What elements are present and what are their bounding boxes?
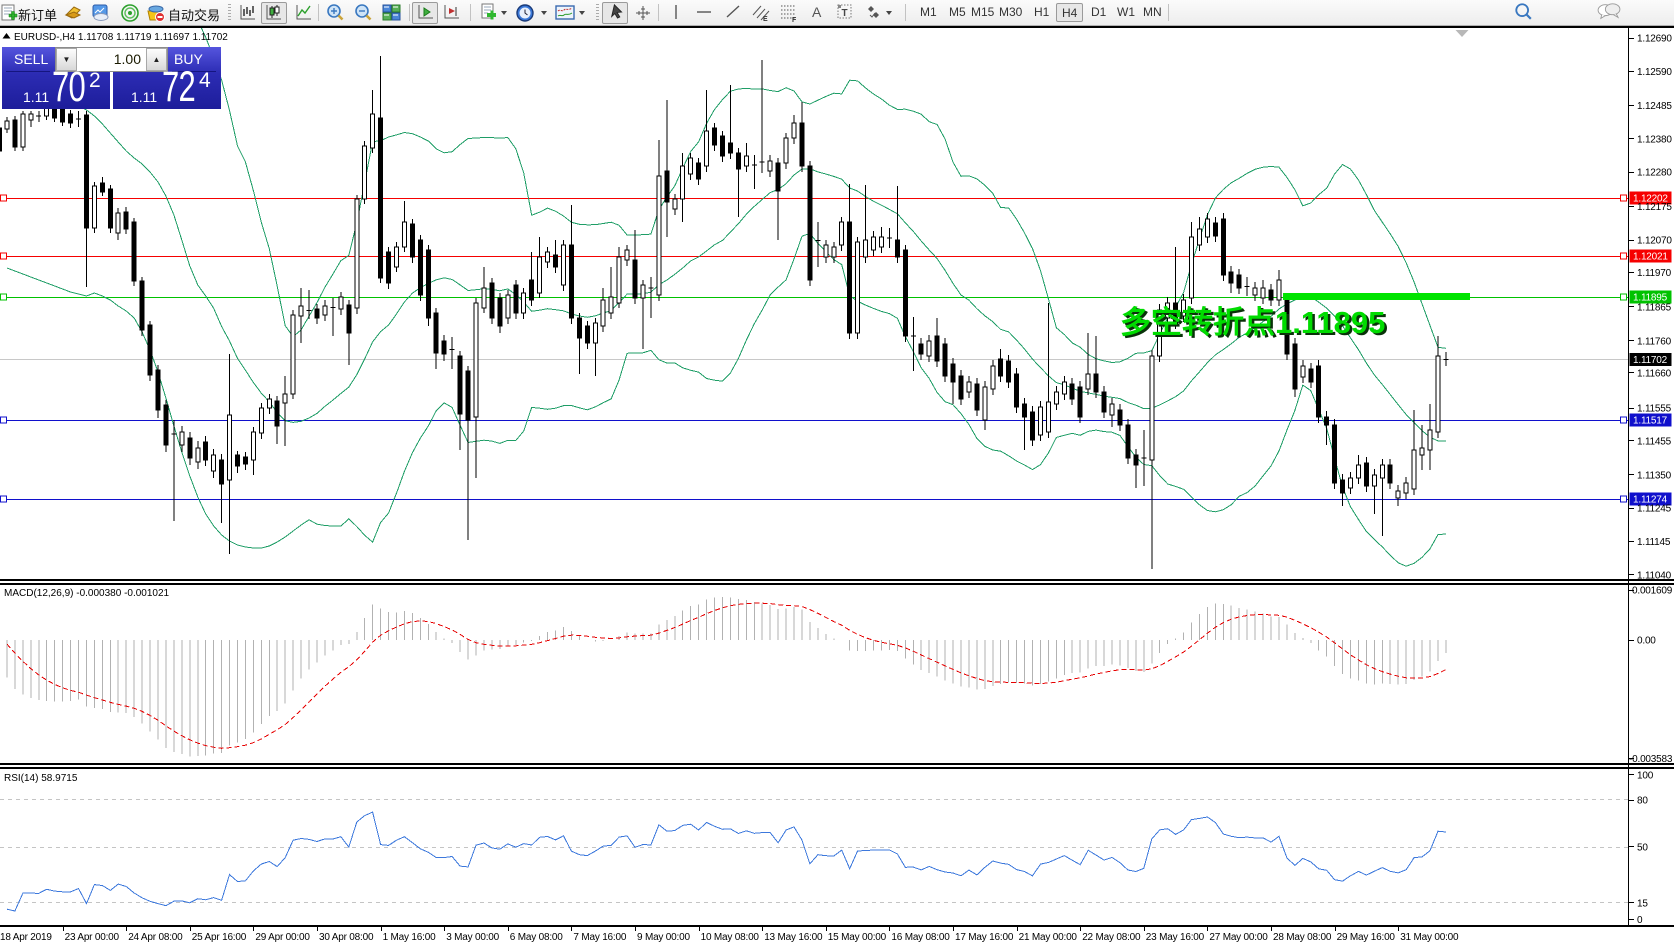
svg-text:多空转折点1.11895: 多空转折点1.11895	[1120, 305, 1385, 340]
svg-text:1 May 16:00: 1 May 16:00	[383, 932, 436, 943]
svg-text:T: T	[842, 8, 848, 19]
svg-text:23 May 16:00: 23 May 16:00	[1146, 932, 1205, 943]
svg-text:1.11145: 1.11145	[1637, 537, 1671, 548]
svg-text:80: 80	[1637, 796, 1648, 807]
svg-text:7 May 16:00: 7 May 16:00	[573, 932, 626, 943]
svg-text:25 Apr 16:00: 25 Apr 16:00	[192, 932, 247, 943]
svg-text:1.11865: 1.11865	[1637, 303, 1672, 314]
svg-text:9 May 00:00: 9 May 00:00	[637, 932, 690, 943]
svg-text:1.12280: 1.12280	[1637, 168, 1672, 179]
svg-text:1.11274: 1.11274	[1633, 495, 1668, 506]
svg-text:1.12690: 1.12690	[1637, 34, 1672, 45]
svg-text:31 May 00:00: 31 May 00:00	[1400, 932, 1459, 943]
svg-text:30 Apr 08:00: 30 Apr 08:00	[319, 932, 374, 943]
svg-text:15: 15	[1637, 899, 1648, 910]
svg-text:10 May 08:00: 10 May 08:00	[701, 932, 760, 943]
svg-text:1.12590: 1.12590	[1637, 67, 1672, 78]
svg-text:MACD(12,26,9) -0.000380 -0.001: MACD(12,26,9) -0.000380 -0.001021	[4, 588, 170, 599]
svg-text:13 May 16:00: 13 May 16:00	[764, 932, 823, 943]
svg-text:1.12021: 1.12021	[1633, 252, 1668, 263]
svg-text:1.11760: 1.11760	[1637, 337, 1672, 348]
svg-text:23 Apr 00:00: 23 Apr 00:00	[65, 932, 120, 943]
svg-text:1.11245: 1.11245	[1637, 504, 1672, 515]
svg-text:29 May 16:00: 29 May 16:00	[1337, 932, 1396, 943]
svg-text:15 May 00:00: 15 May 00:00	[828, 932, 887, 943]
svg-text:RSI(14) 58.9715: RSI(14) 58.9715	[4, 773, 78, 784]
svg-text:EURUSD-,H4 1.11708 1.11719 1.: EURUSD-,H4 1.11708 1.11719 1.11697 1.117…	[14, 32, 228, 43]
svg-text:1.12202: 1.12202	[1633, 194, 1668, 205]
svg-text:16 May 08:00: 16 May 08:00	[891, 932, 950, 943]
svg-text:E: E	[763, 16, 768, 23]
svg-text:1.11660: 1.11660	[1637, 369, 1672, 380]
svg-text:100: 100	[1637, 771, 1654, 782]
svg-text:22 May 08:00: 22 May 08:00	[1082, 932, 1141, 943]
svg-text:3 May 00:00: 3 May 00:00	[446, 932, 499, 943]
svg-text:1.11455: 1.11455	[1637, 437, 1672, 448]
svg-text:50: 50	[1637, 843, 1648, 854]
svg-text:1.11517: 1.11517	[1633, 416, 1668, 427]
svg-text:多空转折点1.11895: 多空转折点1.11895	[1123, 307, 1388, 342]
svg-text:1.11702: 1.11702	[1633, 355, 1668, 366]
svg-text:1.11350: 1.11350	[1637, 471, 1672, 482]
svg-text:1.11040: 1.11040	[1637, 571, 1672, 582]
svg-text:1.11555: 1.11555	[1637, 404, 1672, 415]
svg-text:29 Apr 00:00: 29 Apr 00:00	[255, 932, 310, 943]
svg-text:F: F	[792, 17, 797, 23]
svg-text:1.12175: 1.12175	[1637, 202, 1672, 213]
svg-text:24 Apr 08:00: 24 Apr 08:00	[128, 932, 183, 943]
svg-text:6 May 08:00: 6 May 08:00	[510, 932, 563, 943]
svg-text:0.001609: 0.001609	[1632, 586, 1673, 597]
svg-text:1.12380: 1.12380	[1637, 135, 1672, 146]
svg-text:17 May 16:00: 17 May 16:00	[955, 932, 1014, 943]
svg-text:28 May 08:00: 28 May 08:00	[1273, 932, 1332, 943]
svg-text:1.11970: 1.11970	[1637, 268, 1672, 279]
svg-text:0.00: 0.00	[1637, 636, 1656, 647]
svg-text:27 May 00:00: 27 May 00:00	[1209, 932, 1268, 943]
svg-text:18 Apr 2019: 18 Apr 2019	[0, 932, 52, 943]
svg-text:1.11895: 1.11895	[1633, 293, 1668, 304]
svg-text:0: 0	[1637, 915, 1643, 926]
svg-text:-0.003583: -0.003583	[1629, 754, 1673, 765]
svg-text:21 May 00:00: 21 May 00:00	[1019, 932, 1078, 943]
svg-text:1.12485: 1.12485	[1637, 101, 1672, 112]
svg-text:1.12070: 1.12070	[1637, 236, 1672, 247]
